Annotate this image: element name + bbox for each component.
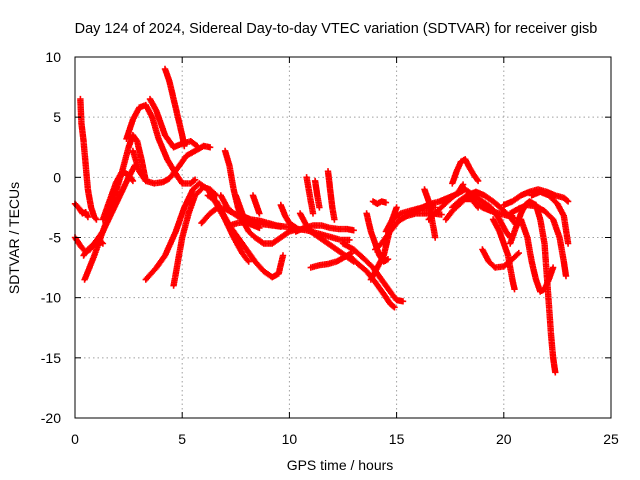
y-tick-label: 0 (53, 169, 61, 185)
data-series (77, 95, 100, 223)
data-point-markers (232, 192, 246, 217)
data-point-markers (129, 142, 214, 187)
data-series (324, 168, 338, 223)
data-series (442, 195, 482, 223)
data-series (367, 204, 400, 283)
data-series (249, 192, 263, 217)
data-series (346, 252, 398, 311)
data-series (528, 188, 572, 247)
data-point-markers (226, 218, 284, 230)
data-point-markers (311, 177, 323, 211)
data-point-markers (161, 65, 188, 150)
x-axis-label: GPS time / hours (287, 457, 394, 473)
data-point-markers (170, 183, 220, 289)
data-point-markers (346, 252, 398, 311)
data-point-markers (517, 216, 557, 295)
data-point-markers (479, 246, 522, 271)
data-point-markers (339, 240, 407, 305)
x-tick-label: 0 (71, 431, 79, 447)
y-tick-label: -10 (41, 290, 61, 306)
data-series (129, 142, 214, 187)
y-tick-label: -5 (49, 230, 62, 246)
x-tick-label: 15 (389, 431, 405, 447)
data-point-markers (528, 188, 572, 247)
x-tick-label: 20 (496, 431, 512, 447)
data-series (489, 216, 518, 293)
data-point-markers (367, 204, 400, 283)
data-series (425, 181, 467, 223)
data-point-markers (249, 192, 263, 217)
data-series (369, 198, 390, 207)
x-axis-ticks: 0 5 10 15 20 25 (71, 57, 619, 447)
data-points (71, 65, 572, 376)
data-series (170, 183, 220, 289)
data-point-markers (77, 95, 100, 223)
data-series (303, 174, 317, 217)
data-series (479, 246, 522, 271)
data-point-markers (449, 156, 482, 187)
x-tick-label: 10 (282, 431, 298, 447)
y-axis-ticks: -20 -15 -10 -5 0 5 10 (41, 49, 611, 426)
y-tick-label: 10 (45, 49, 61, 65)
data-point-markers (369, 198, 390, 207)
data-series (226, 218, 284, 230)
data-series (161, 65, 188, 150)
data-point-markers (303, 174, 317, 217)
x-tick-label: 25 (603, 431, 619, 447)
data-series (507, 201, 570, 280)
data-series (339, 240, 407, 305)
x-tick-label: 5 (178, 431, 186, 447)
data-series (449, 156, 482, 187)
data-series (311, 177, 323, 211)
y-axis-label: SDTVAR / TECUs (6, 182, 22, 294)
data-series (232, 192, 246, 217)
data-point-markers (204, 192, 287, 281)
data-series (517, 216, 557, 295)
chart-title: Day 124 of 2024, Sidereal Day-to-day VTE… (75, 21, 598, 37)
y-tick-label: 5 (53, 109, 61, 125)
data-point-markers (425, 181, 467, 223)
data-series (99, 168, 137, 223)
data-series (204, 192, 287, 281)
data-point-markers (324, 168, 338, 223)
data-point-markers (489, 216, 518, 293)
data-point-markers (99, 168, 137, 223)
y-tick-label: -20 (41, 410, 61, 426)
data-point-markers (507, 201, 570, 280)
y-tick-label: -15 (41, 350, 61, 366)
data-point-markers (442, 195, 482, 223)
